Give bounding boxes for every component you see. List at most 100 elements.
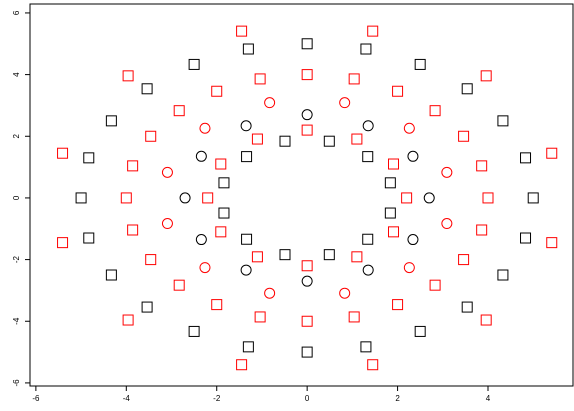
point: [403, 122, 415, 134]
point: [348, 311, 360, 323]
y-tick-label: -6: [12, 379, 21, 387]
point: [179, 192, 191, 204]
point: [211, 85, 223, 97]
point: [497, 269, 509, 281]
point: [120, 192, 132, 204]
point: [122, 70, 134, 82]
point: [279, 249, 291, 261]
point: [254, 73, 266, 85]
point: [546, 147, 558, 159]
point: [75, 192, 87, 204]
point: [202, 192, 214, 204]
point: [360, 43, 372, 55]
point: [301, 124, 313, 136]
point: [161, 218, 173, 230]
point: [520, 152, 532, 164]
point: [362, 233, 374, 245]
point: [242, 43, 254, 55]
point: [323, 249, 335, 261]
point: [127, 160, 139, 172]
y-tick-label: 2: [12, 133, 21, 138]
point: [236, 359, 248, 371]
point: [195, 234, 207, 246]
point: [407, 150, 419, 162]
point: [429, 279, 441, 291]
point: [367, 25, 379, 37]
point: [461, 83, 473, 95]
point: [301, 275, 313, 287]
point: [362, 151, 374, 163]
point: [388, 158, 400, 170]
point: [264, 97, 276, 109]
point: [384, 207, 396, 219]
point: [240, 264, 252, 276]
point: [339, 287, 351, 299]
point: [461, 301, 473, 313]
point: [362, 120, 374, 132]
point: [254, 311, 266, 323]
point: [339, 97, 351, 109]
point: [301, 109, 313, 121]
y-tick-label: -4: [12, 317, 21, 325]
point: [57, 237, 69, 249]
point: [301, 69, 313, 81]
point: [482, 192, 494, 204]
point: [236, 25, 248, 37]
point: [458, 130, 470, 142]
point: [476, 160, 488, 172]
point: [211, 299, 223, 311]
point: [199, 262, 211, 274]
point: [360, 341, 372, 353]
point: [188, 325, 200, 337]
y-tick-label: 0: [12, 195, 21, 200]
point: [441, 218, 453, 230]
point: [195, 150, 207, 162]
point: [520, 232, 532, 244]
point: [414, 58, 426, 70]
point: [401, 192, 413, 204]
point: [546, 237, 558, 249]
point: [105, 269, 117, 281]
point: [173, 279, 185, 291]
point: [218, 207, 230, 219]
x-tick-label: -4: [123, 394, 131, 403]
point: [480, 70, 492, 82]
point: [279, 135, 291, 147]
x-tick-label: 0: [305, 394, 310, 403]
point: [127, 224, 139, 236]
point: [145, 130, 157, 142]
point: [423, 192, 435, 204]
plot-box: [29, 3, 574, 387]
point: [497, 115, 509, 127]
point: [388, 226, 400, 238]
point: [218, 177, 230, 189]
point: [83, 152, 95, 164]
x-tick-label: 4: [486, 394, 491, 403]
point: [301, 346, 313, 358]
point: [441, 166, 453, 178]
point: [429, 105, 441, 117]
point: [145, 254, 157, 266]
point: [141, 301, 153, 313]
point: [251, 251, 263, 263]
point: [188, 58, 200, 70]
point: [392, 299, 404, 311]
y-tick-label: -2: [12, 255, 21, 263]
y-tick-label: 6: [12, 10, 21, 15]
point: [362, 264, 374, 276]
point: [480, 314, 492, 326]
point: [199, 122, 211, 134]
point: [215, 226, 227, 238]
point: [122, 314, 134, 326]
point: [392, 85, 404, 97]
point: [242, 341, 254, 353]
point: [57, 147, 69, 159]
point: [241, 233, 253, 245]
point: [241, 151, 253, 163]
point: [348, 73, 360, 85]
x-tick-label: -6: [32, 394, 40, 403]
point: [407, 234, 419, 246]
point: [264, 287, 276, 299]
point: [301, 38, 313, 50]
